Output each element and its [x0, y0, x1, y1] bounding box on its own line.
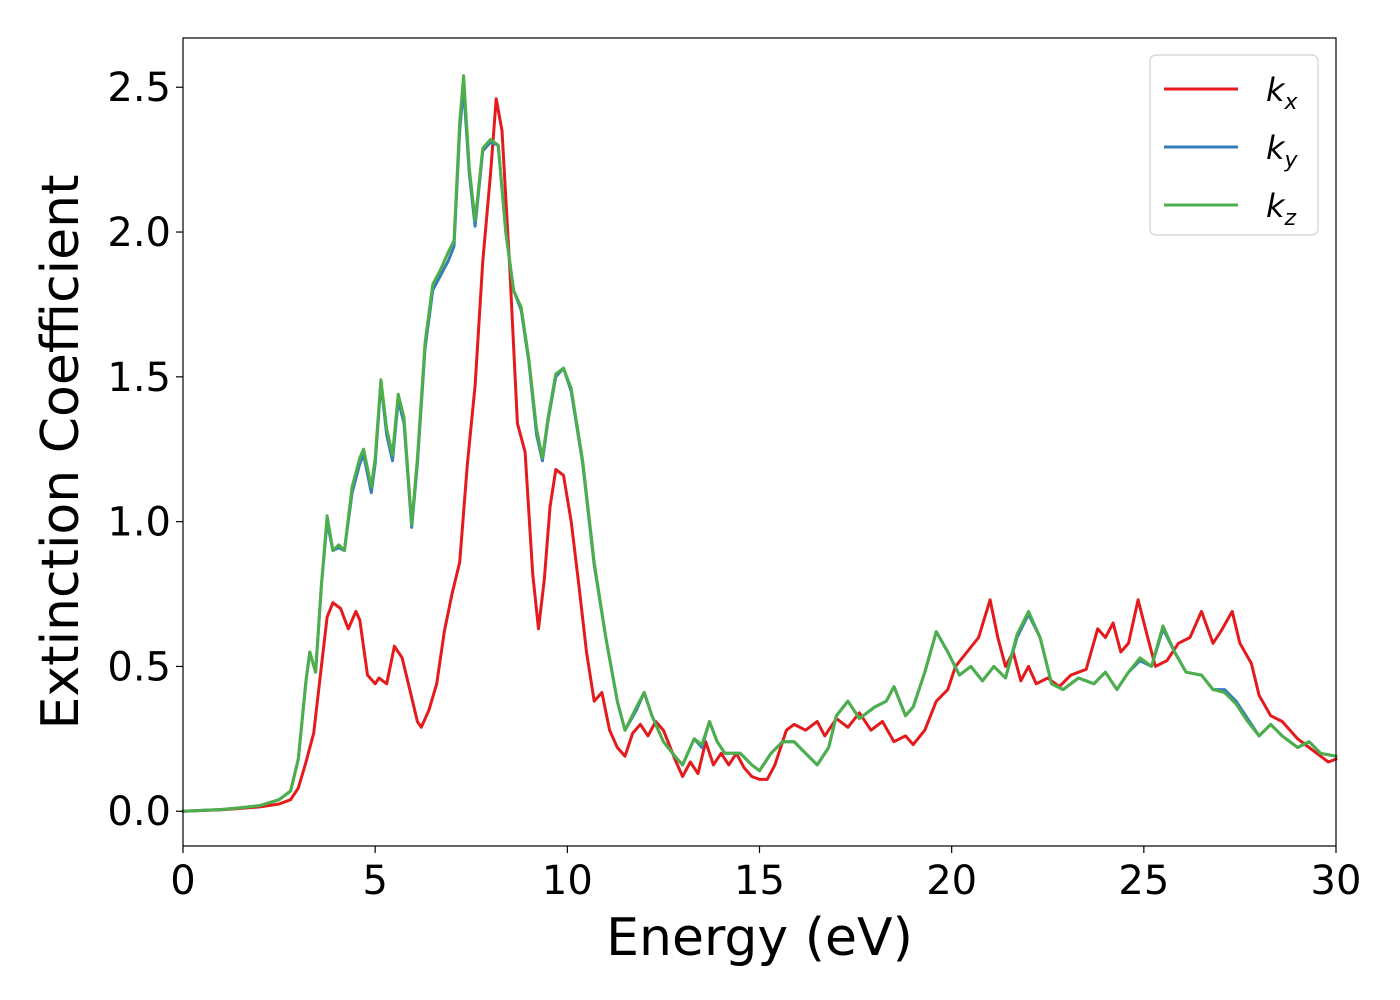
y-tick-label: 1.5 — [107, 355, 171, 401]
series-layer — [181, 74, 1338, 813]
legend-label-subscript: x — [1284, 90, 1299, 115]
legend-label-base: k — [1266, 187, 1286, 225]
legend-label-x: kx — [1266, 71, 1299, 115]
x-axis: 0 5 10 15 20 25 30 — [170, 846, 1361, 904]
series-line-z — [181, 74, 1338, 813]
y-tick-label: 2.5 — [107, 65, 171, 111]
legend-label-base: k — [1266, 129, 1286, 167]
legend-label-z: kz — [1266, 187, 1297, 231]
x-tick-label: 5 — [362, 858, 387, 904]
legend-label-y: ky — [1266, 129, 1299, 173]
legend-label-subscript: z — [1284, 206, 1297, 231]
y-tick-label: 1.0 — [107, 500, 171, 546]
x-tick-label: 20 — [926, 858, 977, 904]
legend-label-base: k — [1266, 71, 1286, 109]
x-tick-label: 10 — [542, 858, 593, 904]
x-tick-label: 15 — [734, 858, 785, 904]
x-tick-label: 0 — [170, 858, 195, 904]
legend-box — [1149, 54, 1319, 236]
y-tick-label: 0.5 — [107, 644, 171, 690]
y-tick-label: 2.0 — [107, 210, 171, 256]
y-tick-label: 0.0 — [107, 789, 171, 835]
y-axis: 0.0 0.5 1.0 1.5 2.0 2.5 — [107, 65, 183, 835]
x-axis-title: Energy (eV) — [606, 908, 913, 968]
x-tick-label: 25 — [1118, 858, 1169, 904]
x-tick-label: 30 — [1311, 858, 1362, 904]
series-line-x — [181, 97, 1338, 813]
y-axis-title: Extinction Coefficient — [31, 175, 91, 730]
legend-label-subscript: y — [1284, 148, 1299, 173]
